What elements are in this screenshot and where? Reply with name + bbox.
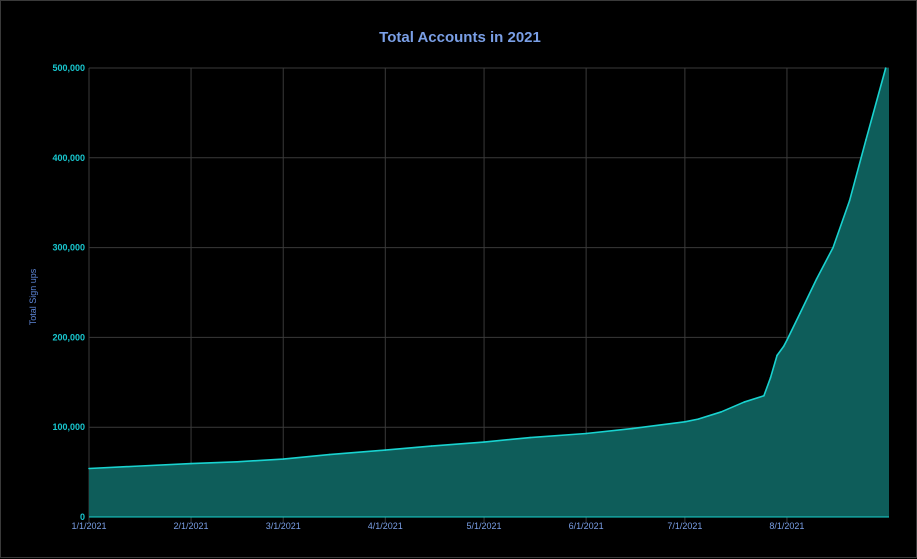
y-tick-label: 500,000 <box>52 63 85 73</box>
data-point <box>782 345 785 348</box>
x-tick-label: 4/1/2021 <box>368 521 403 531</box>
area-fill <box>89 68 889 517</box>
y-tick-label: 200,000 <box>52 332 85 342</box>
data-point <box>88 467 90 470</box>
data-point <box>848 200 851 202</box>
x-tick-label: 1/1/2021 <box>71 521 106 531</box>
data-point <box>282 458 285 460</box>
y-tick-label: 0 <box>80 512 85 522</box>
x-tick-label: 5/1/2021 <box>467 521 502 531</box>
data-point <box>384 449 387 451</box>
data-point <box>776 354 778 357</box>
data-point <box>134 465 136 468</box>
y-tick-label: 300,000 <box>52 243 85 253</box>
x-tick-label: 8/1/2021 <box>769 521 804 531</box>
data-point <box>763 394 765 397</box>
data-point <box>483 441 485 443</box>
data-point <box>799 312 801 314</box>
data-point <box>769 377 772 379</box>
data-point <box>631 427 634 430</box>
data-point <box>884 67 887 69</box>
data-point <box>529 436 531 439</box>
data-point <box>430 445 433 447</box>
data-point <box>236 460 238 463</box>
data-point <box>815 278 818 280</box>
data-point <box>743 401 745 403</box>
data-point <box>697 418 699 420</box>
data-point <box>684 421 686 423</box>
data-point <box>832 246 834 249</box>
data-point <box>720 411 722 413</box>
data-point <box>585 432 587 435</box>
plot-area <box>88 67 889 517</box>
chart-title: Total Accounts in 2021 <box>379 29 541 46</box>
axes: 0 100,000 200,000 300,000 400,000 500,000 1/1/… <box>52 63 889 531</box>
y-axis-label: Total Sign ups <box>28 268 38 325</box>
x-tick-label: 3/1/2021 <box>266 521 301 531</box>
x-tick-label: 6/1/2021 <box>569 521 604 531</box>
data-point <box>328 453 331 456</box>
data-point <box>190 462 192 465</box>
y-tick-label: 400,000 <box>52 153 85 163</box>
data-point <box>786 339 788 341</box>
x-tick-label: 2/1/2021 <box>174 521 209 531</box>
y-tick-label: 100,000 <box>52 422 85 432</box>
data-point <box>865 139 867 141</box>
x-tick-label: 7/1/2021 <box>667 521 702 531</box>
